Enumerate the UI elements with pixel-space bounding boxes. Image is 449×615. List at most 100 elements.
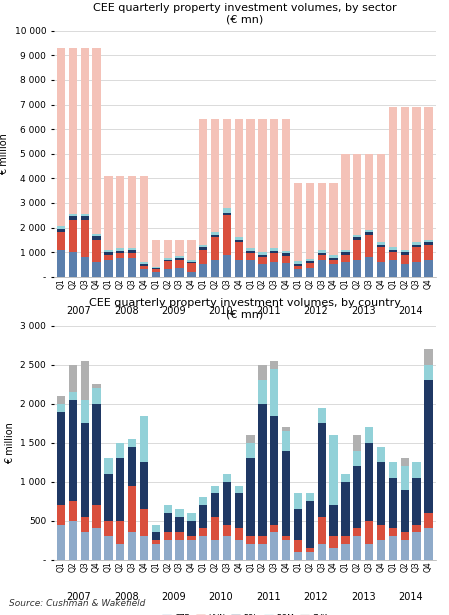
Bar (330, 435, 338, 505)
Bar (282, 251, 291, 253)
Bar (270, 525, 278, 533)
Bar (341, 252, 350, 255)
Bar (317, 517, 326, 544)
Bar (365, 521, 373, 544)
Bar (306, 552, 314, 560)
Bar (69, 252, 77, 277)
Bar (80, 423, 89, 517)
Bar (176, 260, 184, 268)
Bar (294, 540, 302, 552)
Bar (270, 361, 278, 369)
Bar (317, 253, 326, 255)
Bar (104, 536, 113, 560)
Bar (389, 252, 397, 260)
Bar (223, 482, 231, 525)
Bar (341, 262, 350, 277)
Bar (306, 548, 314, 552)
Bar (401, 255, 409, 264)
Bar (57, 411, 65, 505)
Bar (365, 154, 373, 277)
Bar (163, 533, 172, 540)
Bar (57, 229, 65, 232)
Bar (341, 250, 350, 252)
Bar (306, 501, 314, 548)
Bar (163, 505, 172, 513)
Bar (80, 257, 89, 277)
Bar (317, 408, 326, 423)
Bar (92, 262, 101, 277)
Bar (389, 107, 397, 277)
Bar (57, 525, 65, 560)
Bar (294, 261, 302, 264)
Bar (104, 252, 113, 255)
Text: 2010: 2010 (209, 592, 233, 602)
Bar (57, 232, 65, 250)
Bar (341, 482, 350, 536)
Bar (223, 213, 231, 215)
Text: 2014: 2014 (398, 592, 423, 602)
Bar (223, 215, 231, 255)
Bar (176, 540, 184, 560)
Bar (365, 443, 373, 521)
Bar (330, 536, 338, 548)
Bar (92, 388, 101, 404)
Bar (353, 240, 361, 260)
Bar (341, 474, 350, 482)
Text: 2011: 2011 (256, 306, 281, 316)
Bar (211, 540, 219, 560)
Bar (235, 119, 243, 277)
Bar (92, 48, 101, 277)
Bar (80, 220, 89, 257)
Bar (92, 384, 101, 388)
Bar (163, 258, 172, 260)
Bar (152, 525, 160, 533)
Bar (223, 208, 231, 213)
Bar (57, 505, 65, 525)
Bar (353, 237, 361, 240)
Bar (235, 528, 243, 540)
Bar (424, 260, 432, 277)
Bar (80, 361, 89, 400)
Bar (176, 256, 184, 258)
Y-axis label: € million: € million (0, 133, 9, 175)
Bar (401, 490, 409, 533)
Bar (80, 533, 89, 560)
Bar (282, 536, 291, 540)
Bar (377, 242, 385, 245)
Bar (211, 235, 219, 237)
Bar (330, 505, 338, 536)
Bar (389, 247, 397, 250)
Bar (401, 540, 409, 560)
Bar (176, 258, 184, 260)
Bar (163, 513, 172, 533)
Bar (199, 119, 207, 277)
Bar (199, 536, 207, 560)
Bar (211, 260, 219, 277)
Bar (116, 258, 124, 277)
Bar (80, 517, 89, 533)
Bar (282, 256, 291, 263)
Bar (152, 540, 160, 544)
Bar (413, 525, 421, 533)
Bar (116, 521, 124, 544)
Bar (176, 517, 184, 533)
Bar (152, 533, 160, 540)
Bar (413, 462, 421, 478)
Bar (69, 214, 77, 216)
Bar (104, 260, 113, 277)
Text: 2007: 2007 (66, 592, 91, 602)
Bar (92, 528, 101, 560)
Bar (176, 509, 184, 517)
Bar (258, 257, 267, 264)
Bar (270, 248, 278, 251)
Bar (247, 119, 255, 277)
Bar (330, 258, 338, 260)
Bar (353, 260, 361, 277)
Bar (424, 242, 432, 245)
Bar (353, 154, 361, 277)
Bar (235, 486, 243, 493)
Bar (353, 235, 361, 237)
Bar (330, 260, 338, 264)
Bar (211, 486, 219, 493)
Bar (116, 248, 124, 251)
